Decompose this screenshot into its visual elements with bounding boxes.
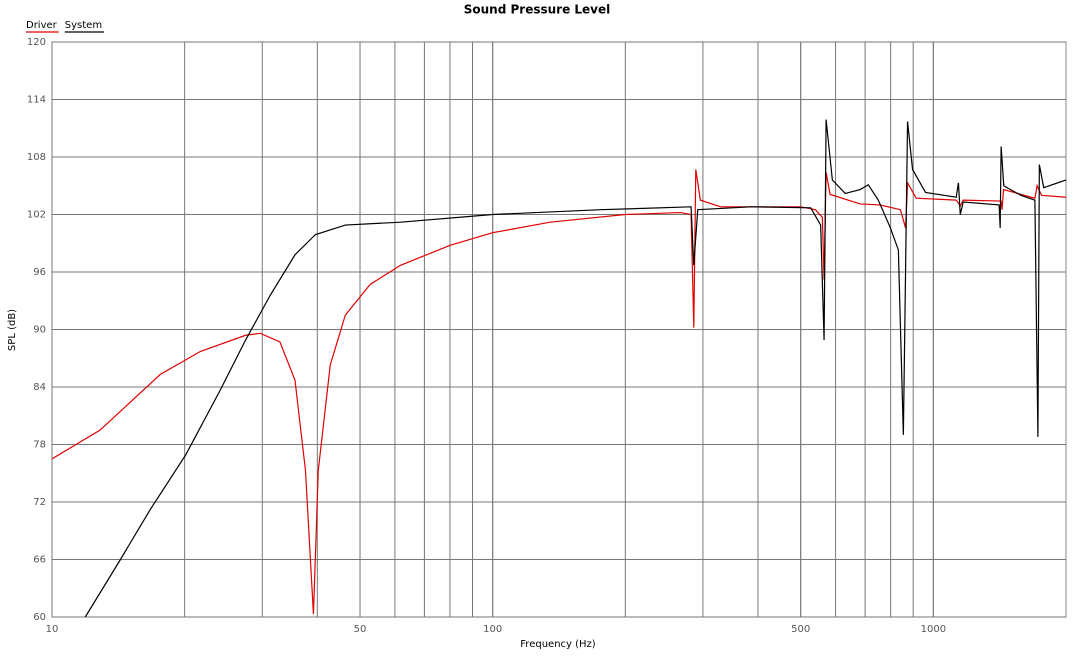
x-axis-label: Frequency (Hz) bbox=[520, 639, 596, 650]
y-tick-label: 78 bbox=[33, 440, 46, 451]
x-tick-label: 10 bbox=[46, 624, 59, 635]
x-tick-label: 50 bbox=[354, 624, 367, 635]
y-tick-label: 120 bbox=[27, 37, 46, 48]
y-tick-label: 114 bbox=[27, 95, 46, 106]
legend-label: System bbox=[65, 20, 102, 31]
series-line bbox=[52, 169, 1066, 615]
y-tick-label: 66 bbox=[33, 555, 46, 566]
series-line bbox=[84, 119, 1066, 617]
y-tick-label: 72 bbox=[33, 497, 46, 508]
chart-title: Sound Pressure Level bbox=[464, 3, 611, 17]
y-tick-label: 60 bbox=[33, 612, 46, 623]
x-tick-label: 100 bbox=[483, 624, 502, 635]
x-tick-label: 1000 bbox=[921, 624, 946, 635]
y-tick-label: 90 bbox=[33, 325, 46, 336]
y-tick-label: 96 bbox=[33, 267, 46, 278]
legend-label: Driver bbox=[26, 20, 58, 31]
y-axis-label: SPL (dB) bbox=[7, 309, 18, 351]
y-tick-label: 102 bbox=[27, 210, 46, 221]
y-tick-label: 84 bbox=[33, 382, 46, 393]
x-tick-label: 500 bbox=[791, 624, 810, 635]
y-tick-label: 108 bbox=[27, 152, 46, 163]
